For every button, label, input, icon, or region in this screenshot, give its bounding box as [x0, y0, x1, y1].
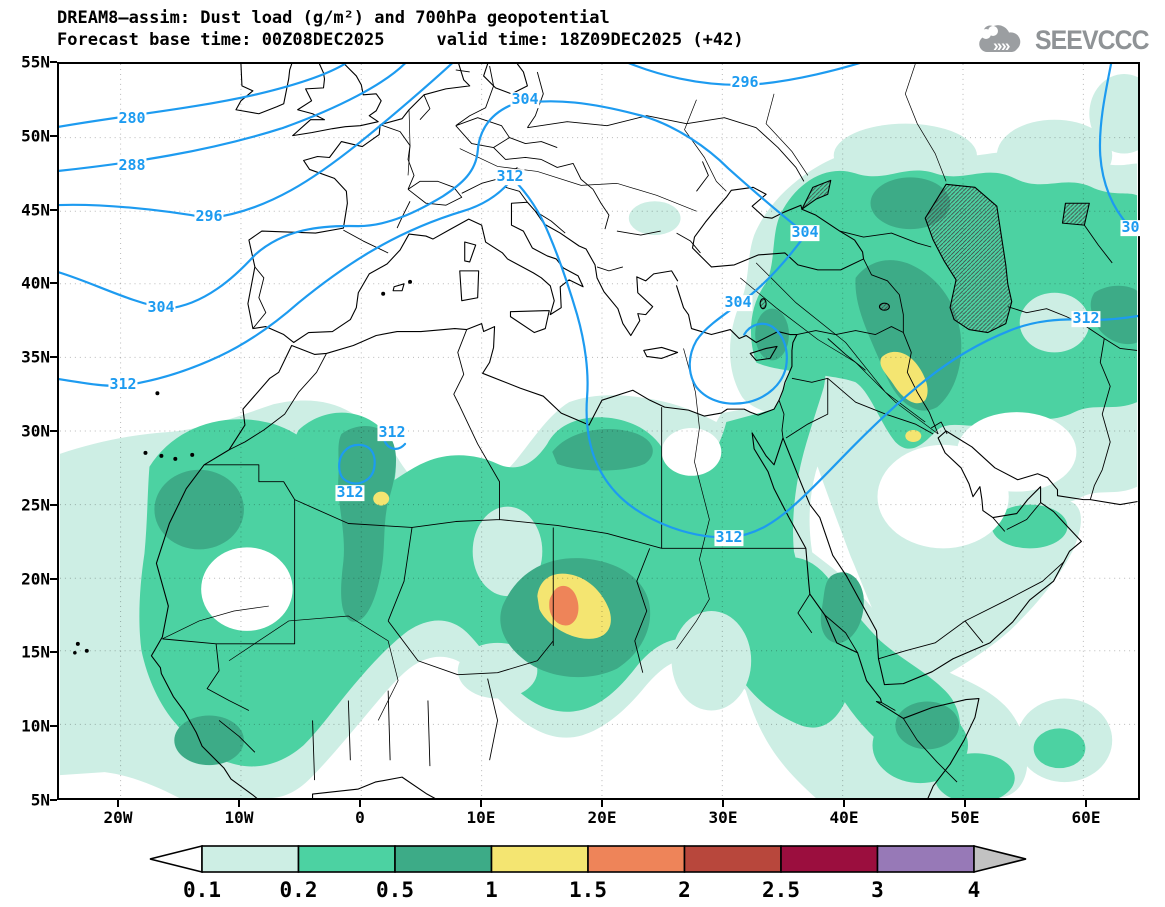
colorbar-label-3: 3	[871, 878, 884, 902]
colorbar-segment-0	[201, 845, 300, 873]
lon-tick-label-40E: 40E	[829, 808, 859, 827]
lat-tick-label-5N: 5N	[30, 790, 50, 810]
dust-fill-holes-white	[201, 412, 1077, 631]
lat-tick	[50, 134, 57, 137]
contour-304-east	[1098, 64, 1138, 234]
lat-tick	[50, 430, 57, 432]
svg-text:»: »	[1001, 36, 1010, 55]
lon-tick	[843, 800, 845, 807]
colorbar-segment-7	[876, 845, 975, 873]
chart-subtitle: Forecast base time: 00Z08DEC2025 valid ti…	[57, 30, 744, 50]
lat-tick-label-20N: 20N	[21, 569, 50, 589]
colorbar-segment-6	[780, 845, 879, 873]
seevccc-logo: » » SEEVCCC	[973, 22, 1159, 58]
lat-tick	[50, 503, 57, 506]
colorbar-label-0.1: 0.1	[183, 878, 221, 902]
lat-tick	[50, 208, 57, 211]
lon-tick	[480, 800, 482, 807]
colorbar-label-2.5: 2.5	[762, 878, 800, 902]
lat-tick-label-50N: 50N	[21, 126, 50, 146]
lon-tick-label-0: 0	[355, 808, 365, 827]
colorbar-label-1: 1	[485, 878, 498, 902]
colorbar-segment-1	[297, 845, 396, 873]
lon-tick-label-20E: 20E	[587, 808, 617, 827]
coastlines	[150, 64, 1138, 798]
dust-fill-gaps-pale	[457, 292, 1090, 711]
lon-tick-label-20W: 20W	[103, 808, 133, 827]
lat-tick	[50, 356, 57, 359]
colorbar-segment-4	[587, 845, 686, 873]
colorbar-segment-2	[394, 845, 493, 873]
lon-tick	[1085, 800, 1087, 807]
lat-tick	[50, 61, 57, 63]
svg-text:»: »	[993, 36, 1002, 55]
lon-tick-label-50E: 50E	[950, 808, 980, 827]
contour-312-main	[59, 176, 1138, 539]
lat-tick-label-55N: 55N	[21, 52, 50, 72]
contour-296-northeast	[628, 64, 861, 87]
colorbar-label-0.2: 0.2	[280, 878, 318, 902]
lat-tick-label-25N: 25N	[21, 495, 50, 515]
small-islands	[73, 279, 413, 655]
lon-tick-label-60E: 60E	[1071, 808, 1101, 827]
colorbar-segment-5	[683, 845, 782, 873]
contour-280	[59, 64, 347, 128]
forecast-base-time: Forecast base time: 00Z08DEC2025	[57, 30, 385, 50]
colorbar-overflow-arrow	[973, 844, 1027, 874]
cloud-icon: » »	[979, 25, 1021, 55]
logo-text: SEEVCCC	[1035, 24, 1150, 55]
lat-tick	[50, 651, 57, 654]
colorbar-underflow-arrow	[149, 844, 203, 874]
lat-tick-label-10N: 10N	[21, 716, 50, 736]
dust-geopotential-map	[59, 64, 1138, 798]
lon-tick	[117, 800, 119, 807]
lat-tick	[50, 725, 57, 728]
colorbar-label-4: 4	[968, 878, 981, 902]
lon-tick	[359, 800, 361, 807]
colorbar-svg: 0.1 0.2 0.5 1 1.5 2 2.5 3 4	[149, 844, 1027, 902]
lat-tick-label-15N: 15N	[21, 642, 50, 662]
colorbar-segment-3	[490, 845, 589, 873]
map-plot-area	[57, 62, 1140, 800]
dust-load-colorbar: 0.1 0.2 0.5 1 1.5 2 2.5 3 4	[148, 843, 1028, 907]
contour-304-main	[59, 100, 808, 405]
lat-tick	[50, 282, 57, 285]
lon-tick-label-10W: 10W	[224, 808, 254, 827]
valid-time: valid time: 18Z09DEC2025 (+42)	[436, 30, 744, 50]
lat-tick	[50, 577, 57, 580]
dust-fill-level-1.5	[549, 585, 579, 626]
lat-tick-label-45N: 45N	[21, 200, 50, 220]
lon-tick	[722, 800, 724, 807]
lon-tick	[964, 800, 966, 807]
chart-title: DREAM8–assim: Dust load (g/m²) and 700hP…	[57, 8, 610, 28]
lat-tick-label-30N: 30N	[21, 421, 50, 441]
lon-tick-label-30E: 30E	[708, 808, 738, 827]
lat-tick	[50, 799, 57, 801]
contour-312-small-arc	[383, 438, 407, 450]
lon-tick	[238, 800, 240, 807]
lat-tick-label-40N: 40N	[21, 273, 50, 293]
colorbar-label-0.5: 0.5	[376, 878, 414, 902]
lat-tick-label-35N: 35N	[21, 347, 50, 367]
colorbar-label-2: 2	[678, 878, 691, 902]
lon-tick	[601, 800, 603, 807]
contour-296-west	[59, 64, 453, 220]
colorbar-label-1.5: 1.5	[569, 878, 607, 902]
contour-312-closed-low	[338, 443, 376, 485]
lon-tick-label-10E: 10E	[466, 808, 496, 827]
